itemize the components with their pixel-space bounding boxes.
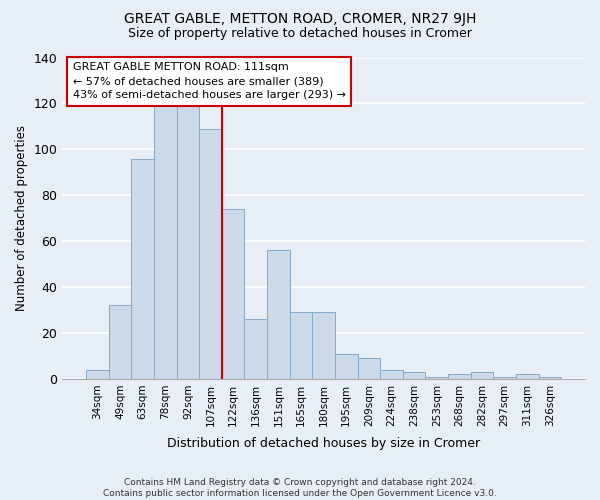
- Bar: [380, 370, 403, 379]
- Bar: [358, 358, 380, 379]
- Bar: [131, 158, 154, 379]
- Bar: [403, 372, 425, 379]
- Y-axis label: Number of detached properties: Number of detached properties: [15, 125, 28, 311]
- Bar: [109, 306, 131, 379]
- Bar: [425, 376, 448, 379]
- X-axis label: Distribution of detached houses by size in Cromer: Distribution of detached houses by size …: [167, 437, 480, 450]
- Bar: [199, 128, 222, 379]
- Bar: [86, 370, 109, 379]
- Bar: [176, 72, 199, 379]
- Bar: [244, 319, 267, 379]
- Text: GREAT GABLE, METTON ROAD, CROMER, NR27 9JH: GREAT GABLE, METTON ROAD, CROMER, NR27 9…: [124, 12, 476, 26]
- Bar: [493, 376, 516, 379]
- Bar: [335, 354, 358, 379]
- Text: GREAT GABLE METTON ROAD: 111sqm
← 57% of detached houses are smaller (389)
43% o: GREAT GABLE METTON ROAD: 111sqm ← 57% of…: [73, 62, 346, 100]
- Bar: [290, 312, 313, 379]
- Bar: [539, 376, 561, 379]
- Bar: [471, 372, 493, 379]
- Text: Size of property relative to detached houses in Cromer: Size of property relative to detached ho…: [128, 28, 472, 40]
- Bar: [448, 374, 471, 379]
- Bar: [516, 374, 539, 379]
- Bar: [313, 312, 335, 379]
- Text: Contains HM Land Registry data © Crown copyright and database right 2024.
Contai: Contains HM Land Registry data © Crown c…: [103, 478, 497, 498]
- Bar: [267, 250, 290, 379]
- Bar: [154, 72, 176, 379]
- Bar: [222, 209, 244, 379]
